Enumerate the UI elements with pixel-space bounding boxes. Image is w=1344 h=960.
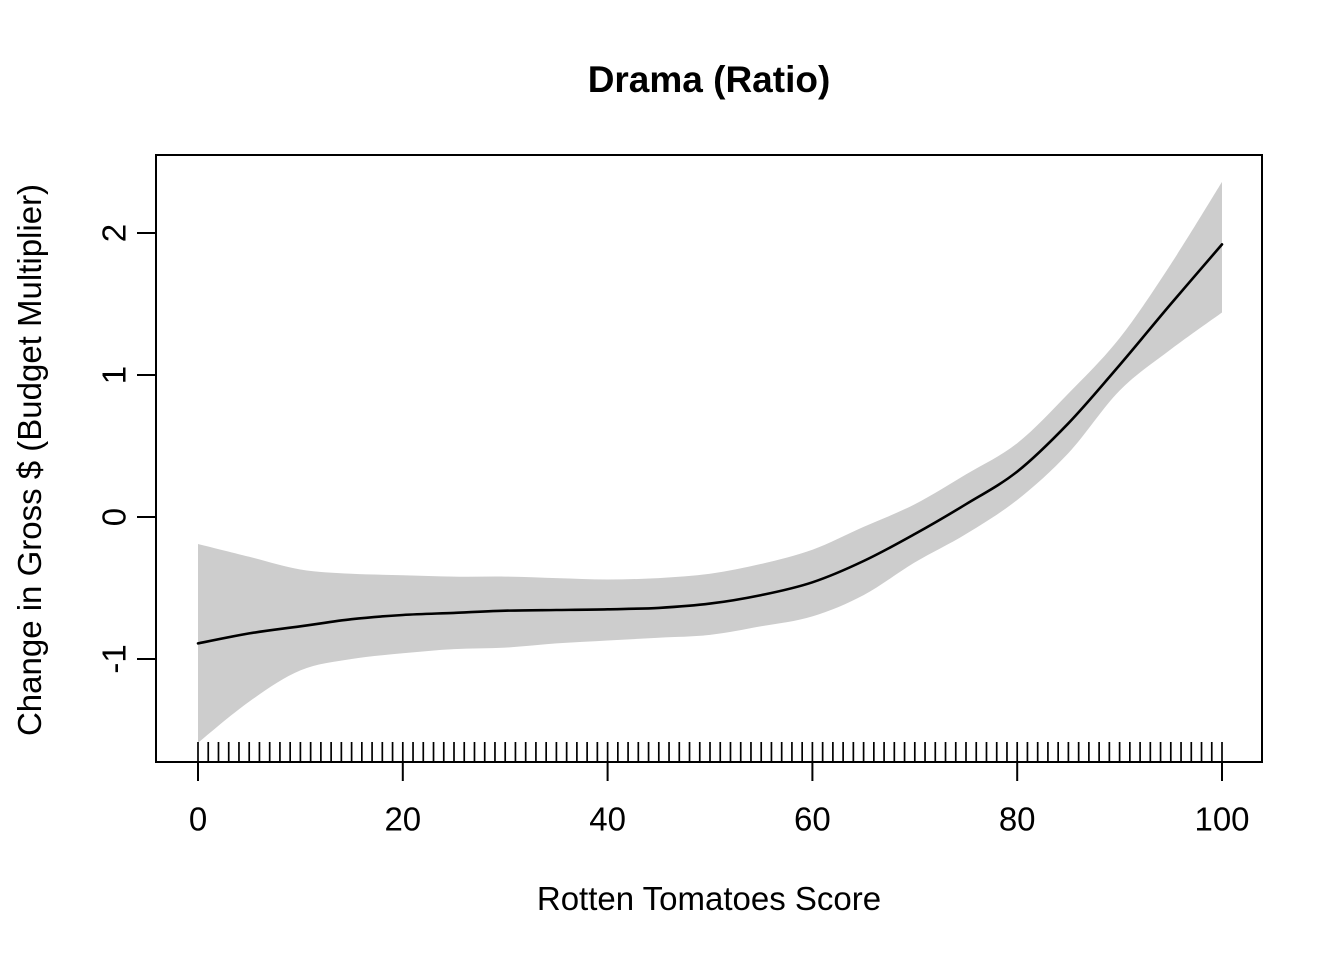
y-tick-label: -1 <box>96 644 133 673</box>
y-axis-label: Change in Gross $ (Budget Multiplier) <box>11 183 48 737</box>
plot-box <box>155 154 1263 763</box>
y-tick-label: 1 <box>96 366 133 384</box>
y-tick-label: 0 <box>96 508 133 526</box>
x-tick-label: 60 <box>794 801 831 838</box>
confidence-band <box>198 181 1222 743</box>
x-tick-label: 20 <box>384 801 421 838</box>
y-tick-label: 2 <box>96 224 133 242</box>
x-tick-label: 100 <box>1194 801 1249 838</box>
x-tick-label: 40 <box>589 801 626 838</box>
x-axis-label: Rotten Tomatoes Score <box>536 880 882 917</box>
rug-marks <box>197 742 1223 761</box>
fit-line <box>196 243 1224 645</box>
x-tick-label: 80 <box>999 801 1036 838</box>
chart-title: Drama (Ratio) <box>587 59 831 100</box>
x-tick-label: 0 <box>189 801 207 838</box>
